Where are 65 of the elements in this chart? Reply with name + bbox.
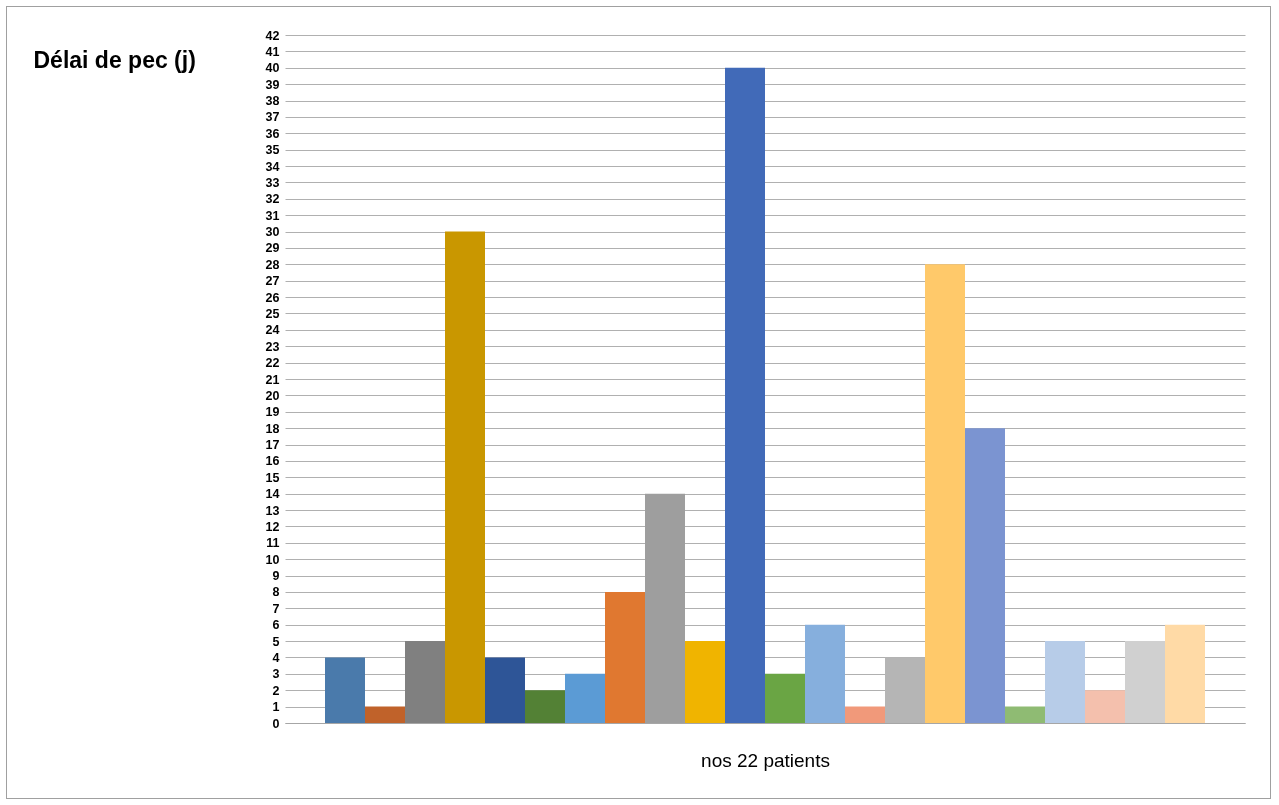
y-tick-label: 36 — [265, 126, 280, 141]
y-tick-label: 17 — [265, 438, 280, 453]
y-tick-label: 14 — [265, 487, 280, 502]
y-tick-label: 29 — [265, 241, 280, 256]
bar — [325, 657, 365, 723]
y-tick-label: 41 — [265, 44, 280, 59]
bar — [565, 673, 605, 723]
bar — [925, 264, 965, 723]
y-tick-label: 34 — [265, 159, 280, 174]
y-tick-label: 21 — [265, 372, 280, 387]
bar — [1165, 624, 1205, 723]
y-tick-label: 13 — [265, 503, 280, 518]
y-tick-label: 26 — [265, 290, 280, 305]
bar — [1005, 706, 1045, 723]
bar — [685, 641, 725, 723]
y-tick-label: 40 — [265, 61, 280, 76]
bar — [805, 624, 845, 723]
y-tick-label: 23 — [265, 339, 280, 354]
bar — [485, 657, 525, 723]
y-tick-label: 37 — [265, 110, 280, 125]
y-axis-title: Délai de pec (j) — [33, 46, 196, 73]
y-tick-label: 11 — [266, 536, 280, 551]
y-tick-label: 1 — [272, 700, 280, 715]
bar — [725, 67, 765, 723]
bar — [765, 673, 805, 723]
x-axis-title: nos 22 patients — [701, 749, 830, 771]
y-tick-label: 15 — [265, 470, 280, 485]
bar — [845, 706, 885, 723]
y-tick-label: 39 — [265, 77, 280, 92]
y-tick-label: 4 — [272, 650, 280, 665]
y-tick-label: 2 — [272, 683, 280, 698]
y-tick-label: 0 — [272, 716, 280, 731]
bar — [365, 706, 405, 723]
bar — [1125, 641, 1165, 723]
bar — [965, 428, 1005, 723]
y-tick-label: 10 — [265, 552, 280, 567]
y-tick-label: 38 — [265, 94, 280, 109]
y-tick-label: 32 — [265, 192, 280, 207]
y-tick-label: 12 — [265, 519, 280, 534]
bar — [405, 641, 445, 723]
y-tick-label: 27 — [265, 274, 280, 289]
y-tick-label: 9 — [272, 569, 280, 584]
y-tick-label: 42 — [265, 28, 280, 43]
y-tick-label: 25 — [265, 306, 280, 321]
y-tick-label: 7 — [272, 601, 280, 616]
y-tick-label: 20 — [265, 388, 280, 403]
y-tick-label: 3 — [272, 667, 280, 682]
y-tick-label: 18 — [265, 421, 280, 436]
bar — [605, 591, 645, 723]
bar — [525, 690, 565, 723]
y-tick-label: 31 — [265, 208, 280, 223]
bar — [445, 231, 485, 723]
y-tick-label: 33 — [265, 175, 280, 190]
bar — [1045, 641, 1085, 723]
y-tick-label: 5 — [272, 634, 280, 649]
bar — [1085, 690, 1125, 723]
y-tick-label: 8 — [272, 585, 280, 600]
y-tick-label: 30 — [265, 225, 280, 240]
y-tick-label: 19 — [265, 405, 280, 420]
y-tick-label: 35 — [265, 143, 280, 158]
y-tick-label: 22 — [265, 356, 280, 371]
y-tick-label: 28 — [265, 257, 280, 272]
y-tick-label: 24 — [265, 323, 280, 338]
y-tick-label: 16 — [265, 454, 280, 469]
y-tick-label: 6 — [272, 618, 280, 633]
